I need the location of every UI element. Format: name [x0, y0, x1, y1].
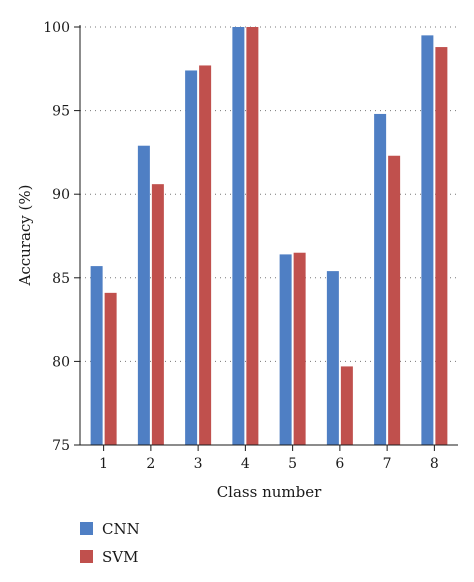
y-tick-labels: 75 80 85 90 95 100: [43, 20, 70, 454]
y-tick-label-2: 85: [52, 271, 70, 287]
bar-svm-class-5: [293, 252, 306, 445]
x-tick-label-5: 5: [288, 456, 297, 472]
legend-label-cnn: CNN: [102, 520, 140, 538]
bar-cnn-class-7: [374, 113, 387, 445]
x-tick-labels: 1 2 3 4 5 6 7 8: [99, 456, 439, 472]
bar-svm-class-2: [151, 184, 164, 445]
y-axis-label: Accuracy (%): [16, 184, 34, 286]
y-tick-label-0: 75: [52, 438, 70, 454]
y-tick-label-1: 80: [52, 354, 70, 370]
x-tick-label-7: 7: [383, 456, 392, 472]
x-tick-label-1: 1: [99, 456, 108, 472]
x-tick-label-6: 6: [335, 456, 344, 472]
bar-svm-class-6: [340, 366, 353, 445]
bar-cnn-class-3: [185, 70, 198, 446]
legend-swatch-svm: [80, 550, 93, 563]
bar-cnn-class-5: [279, 254, 292, 445]
bar-cnn-class-8: [421, 35, 434, 446]
bar-svm-class-3: [199, 65, 212, 446]
bar-cnn-class-6: [326, 271, 339, 445]
bar-svm-class-1: [104, 292, 117, 445]
x-tick-label-4: 4: [241, 456, 250, 472]
x-tick-label-8: 8: [430, 456, 439, 472]
bar-cnn-class-1: [90, 266, 103, 445]
grid-lines: [80, 26, 458, 362]
x-axis-label: Class number: [217, 483, 322, 501]
legend-swatch-cnn: [80, 522, 93, 535]
x-tick-label-3: 3: [194, 456, 203, 472]
bar-cnn-class-4: [232, 27, 245, 445]
bar-cnn-class-2: [137, 145, 150, 445]
bar-svm-class-4: [246, 27, 259, 445]
bars: [90, 27, 448, 446]
y-tick-label-5: 100: [43, 20, 70, 36]
y-tick-label-3: 90: [52, 187, 70, 203]
axes: [74, 25, 458, 451]
legend: CNN SVM: [80, 520, 140, 566]
y-tick-label-4: 95: [52, 104, 70, 120]
bar-svm-class-8: [435, 47, 448, 446]
x-tick-label-2: 2: [146, 456, 155, 472]
legend-label-svm: SVM: [102, 548, 138, 566]
bar-svm-class-7: [388, 155, 401, 445]
